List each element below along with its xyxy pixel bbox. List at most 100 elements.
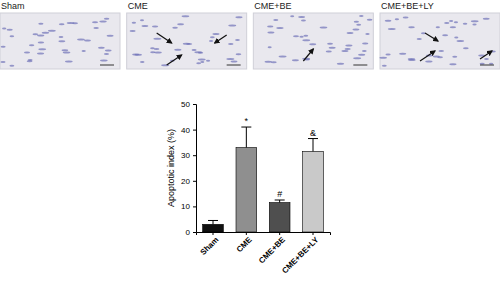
panel-label: CME [128, 1, 148, 11]
nucleus [436, 26, 440, 28]
nucleus [210, 36, 215, 38]
nucleus [192, 49, 197, 51]
nucleus [100, 60, 108, 62]
arrow [303, 49, 313, 61]
nucleus [358, 54, 365, 56]
error-bar-cap [208, 220, 218, 221]
nucleus [408, 26, 414, 28]
nucleus [104, 18, 109, 20]
nucleus [2, 27, 6, 29]
nucleus [341, 50, 348, 52]
y-tick-mark [193, 155, 196, 156]
nucleus [293, 35, 299, 37]
nucleus [329, 47, 336, 49]
y-tick: 20 [181, 177, 196, 186]
nucleus [344, 48, 350, 50]
nucleus [37, 35, 44, 37]
nucleus [150, 51, 155, 53]
nucleus [362, 50, 367, 52]
nucleus [303, 35, 308, 37]
error-bar-cap [275, 200, 285, 201]
nucleus [472, 24, 476, 26]
nucleus [38, 23, 43, 25]
nucleus [235, 39, 240, 41]
nucleus [107, 35, 114, 37]
nucleus [327, 43, 333, 45]
arrow [420, 51, 435, 61]
x-tick-label: CME+BE+LY [280, 235, 321, 276]
nucleus [444, 22, 449, 24]
annotation: # [277, 189, 282, 199]
nucleus [417, 38, 422, 40]
image-panel [0, 13, 120, 69]
y-tick-label: 0 [186, 228, 191, 237]
x-tick-label: CME+BE [257, 235, 288, 266]
nucleus [142, 25, 149, 27]
nucleus [38, 48, 46, 50]
error-bar-stem [213, 220, 214, 224]
nucleus [450, 26, 456, 28]
y-axis: 01020304050 [181, 100, 196, 237]
nucleus [367, 19, 373, 21]
x-tick: CME [235, 232, 254, 254]
nucleus [279, 55, 287, 57]
x-tick: Sham [199, 232, 221, 257]
nucleus [484, 58, 489, 60]
nucleus [292, 59, 299, 61]
nucleus [196, 62, 201, 64]
nucleus [58, 40, 65, 42]
nucleus [235, 16, 242, 18]
nucleus [425, 60, 432, 62]
nucleus [365, 33, 369, 35]
y-tick-label: 20 [181, 177, 190, 186]
arrow [425, 33, 438, 41]
y-tick: 10 [181, 202, 196, 211]
nucleus [153, 38, 161, 40]
nucleus [268, 32, 275, 34]
nucleus [382, 65, 387, 67]
y-tick-mark [193, 181, 196, 182]
image-panel [127, 13, 247, 69]
annotation: * [245, 116, 249, 126]
y-tick: 40 [181, 126, 196, 135]
y-tick-mark [193, 130, 196, 131]
nucleus [267, 26, 273, 28]
arrow [480, 51, 492, 59]
y-tick-label: 40 [181, 126, 190, 135]
nucleus [449, 63, 456, 65]
y-axis-line [193, 105, 197, 233]
nucleus [268, 46, 272, 48]
nucleus [353, 57, 361, 59]
y-tick: 50 [181, 100, 196, 109]
x-tick: CME+BE+LY [280, 232, 321, 275]
image-panel [253, 13, 373, 69]
nucleus [7, 29, 13, 31]
nucleus [354, 21, 359, 23]
nucleus [140, 61, 145, 63]
annotation: & [310, 128, 316, 138]
nucleus [483, 18, 490, 20]
scale-bar [100, 65, 114, 66]
x-tick: CME+BE [257, 232, 288, 265]
error-bar-cap [241, 127, 251, 128]
error-bar-stem [313, 139, 314, 152]
nucleus [0, 61, 5, 63]
nucleus [152, 25, 158, 27]
nucleus [32, 33, 38, 35]
panel-label: CME+BE [254, 1, 291, 11]
x-tick-mark [246, 232, 247, 235]
nucleus [345, 45, 352, 47]
nucleus [140, 19, 144, 21]
micrograph [127, 13, 247, 69]
nucleus [154, 48, 160, 50]
y-tick-mark [193, 104, 196, 105]
nucleus [212, 33, 219, 35]
arrow [157, 33, 172, 43]
x-tick-mark [279, 232, 280, 235]
error-bar [308, 139, 318, 152]
nucleus [290, 15, 294, 17]
nucleus [174, 49, 181, 51]
nucleus [452, 56, 457, 58]
nucleus [77, 38, 85, 40]
nucleus [309, 43, 316, 45]
